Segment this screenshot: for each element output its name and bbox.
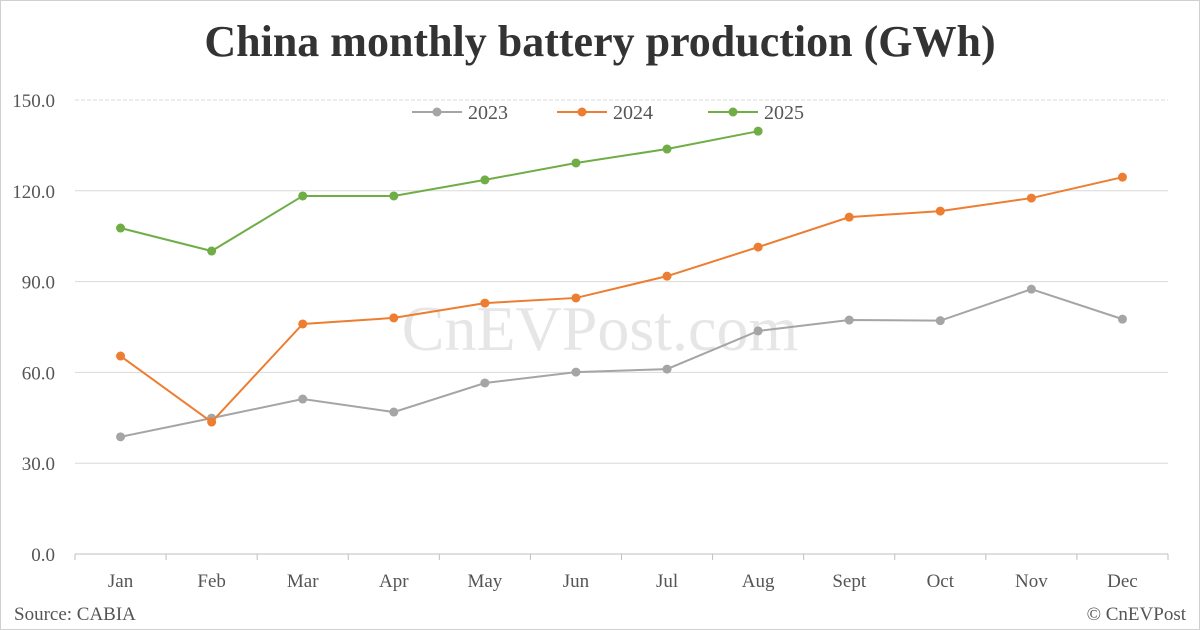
data-point-2025-Mar — [298, 191, 308, 201]
x-tick-label: Feb — [197, 571, 226, 592]
data-point-2025-May — [480, 175, 490, 185]
data-point-2023-Sept — [844, 315, 854, 325]
data-point-2024-Jul — [662, 271, 672, 281]
data-point-2024-Oct — [935, 206, 945, 216]
x-tick-label: Mar — [287, 571, 319, 592]
legend-marker-2025 — [728, 107, 738, 117]
y-tick-label: 0.0 — [31, 545, 55, 566]
data-point-2024-Sept — [844, 212, 854, 222]
data-point-2024-Mar — [298, 319, 308, 329]
data-point-2023-Jan — [116, 432, 126, 442]
x-tick-label: Jun — [563, 571, 590, 592]
data-point-2023-Jun — [571, 367, 581, 377]
source-note: Source: CABIA — [14, 604, 136, 625]
data-point-2025-Aug — [753, 126, 763, 136]
data-point-2023-Dec — [1117, 314, 1127, 324]
data-point-2023-Nov — [1026, 284, 1036, 294]
data-point-2024-Feb — [207, 417, 217, 427]
x-tick-label: Nov — [1015, 571, 1048, 592]
data-point-2024-Jan — [116, 351, 126, 361]
y-tick-label: 30.0 — [22, 454, 55, 475]
data-point-2023-Aug — [753, 326, 763, 336]
data-point-2023-Oct — [935, 316, 945, 326]
legend-label-2023: 2023 — [468, 102, 508, 124]
series-line-2023 — [120, 288, 1123, 438]
legend-marker-2023 — [432, 107, 442, 117]
legend-marker-2024 — [577, 107, 587, 117]
legend-label-2025: 2025 — [764, 102, 804, 124]
data-point-2024-Nov — [1026, 193, 1036, 203]
y-tick-label: 90.0 — [22, 273, 55, 294]
data-point-2025-Feb — [207, 246, 217, 256]
data-point-2023-Apr — [389, 407, 399, 417]
data-point-2023-Mar — [298, 394, 308, 404]
data-point-2023-Jul — [662, 364, 672, 374]
data-point-2024-May — [480, 298, 490, 308]
x-tick-label: Jul — [656, 571, 678, 592]
x-tick-label: Sept — [832, 571, 867, 592]
data-point-2025-Jun — [571, 158, 581, 168]
legend-label-2024: 2024 — [613, 102, 653, 124]
copyright-note: © CnEVPost — [1087, 604, 1187, 625]
data-point-2023-May — [480, 378, 490, 388]
series-line-2024 — [119, 176, 1123, 424]
x-tick-label: Dec — [1107, 571, 1138, 592]
watermark: CnEVPost.com — [402, 293, 798, 364]
y-tick-label: 150.0 — [12, 91, 55, 112]
data-point-2024-Aug — [753, 242, 763, 252]
x-tick-label: May — [467, 571, 502, 592]
data-point-2024-Apr — [389, 313, 399, 323]
chart-title: China monthly battery production (GWh) — [204, 17, 995, 66]
x-tick-label: Apr — [379, 571, 409, 592]
y-tick-label: 60.0 — [22, 363, 55, 384]
data-point-2025-Jan — [116, 223, 126, 233]
series-line-2025 — [120, 130, 759, 253]
x-tick-label: Jan — [108, 571, 134, 592]
x-tick-label: Aug — [742, 571, 775, 592]
y-tick-label: 120.0 — [12, 182, 55, 203]
data-point-2024-Jun — [571, 293, 581, 303]
data-point-2024-Dec — [1117, 172, 1127, 182]
data-point-2025-Jul — [662, 144, 672, 154]
x-tick-label: Oct — [927, 571, 955, 592]
data-point-2025-Apr — [389, 191, 399, 201]
